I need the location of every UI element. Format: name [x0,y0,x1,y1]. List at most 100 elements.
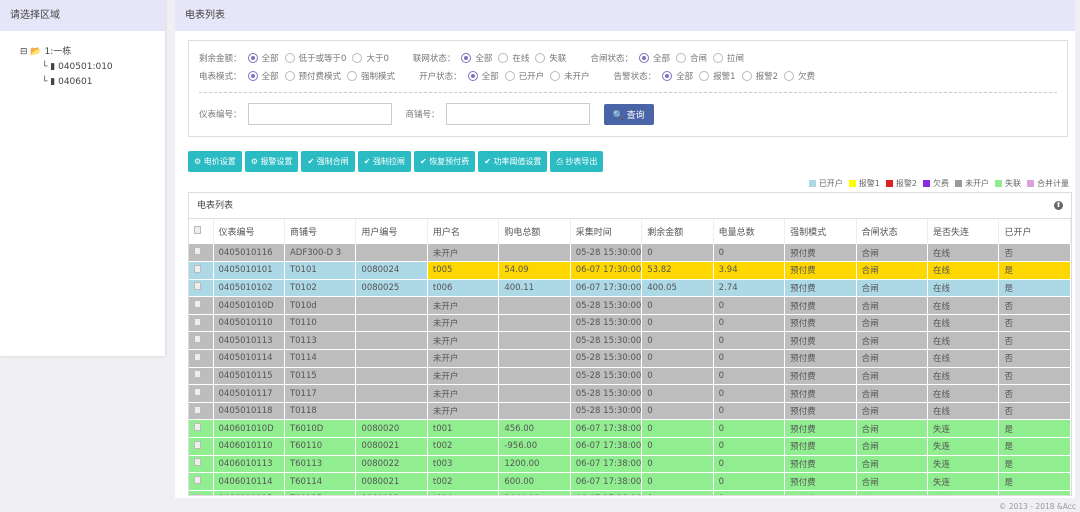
column-header[interactable]: 采集时间 [570,219,643,244]
row-checkbox[interactable] [189,472,214,491]
radio-button[interactable] [675,53,686,63]
radio-label[interactable]: 合闸 [689,54,707,64]
search-button[interactable]: 🔍 查询 [603,103,654,125]
row-checkbox[interactable] [189,296,214,315]
radio-button[interactable] [662,71,673,81]
tree-node[interactable]: └ ▮ 040501:010 [42,62,113,72]
row-checkbox[interactable] [189,402,214,421]
radio-label[interactable]: 全部 [676,72,694,82]
radio-button[interactable] [498,53,509,63]
table-row[interactable]: 0406010114 T60114 0080021 t002 600.00 06-07 1… [189,472,1071,491]
row-checkbox[interactable] [189,244,214,263]
radio-label[interactable]: 已开户 [518,72,545,82]
table-cell: 0406010113 [213,455,285,474]
row-checkbox[interactable] [189,349,214,368]
radio-label[interactable]: 全部 [261,72,279,82]
column-header[interactable]: 用户编号 [355,219,428,244]
radio-label[interactable]: 报警1 [713,72,736,82]
row-checkbox[interactable] [189,490,214,495]
row-checkbox[interactable] [189,331,214,351]
radio-button[interactable] [784,71,794,81]
radio-button[interactable] [352,53,363,63]
toolbar-button[interactable]: ✔ 强制拉闸 [357,151,411,172]
table-row[interactable]: 0405010118 T0118 未开户 05-28 15:30:00 0 0 预付费 合闸在… [189,402,1071,421]
table-row[interactable]: 040601010D T6010D 0080020 t001 456.00 06-07 1… [189,419,1071,439]
table-row[interactable]: 0405010102 T0102 0080025 t006 400.11 06-07 17… [189,279,1071,298]
radio-label[interactable]: 强制模式 [361,72,396,82]
radio-button[interactable] [247,53,258,63]
radio-label[interactable]: 全部 [652,54,670,64]
toolbar-button[interactable]: ✔ 功率阈值设置 [478,151,548,172]
column-header[interactable]: 是否失连 [927,219,1000,244]
toolbar-button[interactable]: ⎙ 抄表导出 [550,151,604,172]
column-header[interactable]: 用户名 [427,219,500,244]
toolbar-button[interactable]: ⚙ 电价设置 [188,151,242,172]
row-checkbox[interactable] [189,261,214,280]
table-cell: 05-28 15:30:00 [570,367,643,386]
radio-button[interactable] [638,53,649,63]
row-checkbox[interactable] [189,314,214,333]
column-header[interactable]: 购电总额 [498,219,571,244]
table-cell [498,367,571,386]
radio-button[interactable] [247,71,258,81]
table-row[interactable]: 0405010115 T0115 未开户 05-28 15:30:00 0 0 预付费 合闸在… [189,367,1071,386]
column-header[interactable]: 电量总数 [713,219,786,244]
meter-number-input[interactable] [247,103,392,125]
table-row[interactable]: 0406010115T601150080023t0042444.0006-07 … [189,490,1071,495]
table-row[interactable]: 0406010110 T60110 0080021 t002 -956.00 06-07 … [189,437,1071,456]
table-row[interactable]: 040501010D T010d 未开户 05-28 15:30:00 0 0 预付费 合闸在… [189,296,1071,315]
column-header[interactable]: 已开户 [998,219,1071,244]
table-cell: 合闸 [856,490,929,495]
tree-node[interactable]: └ ▮ 040601 [42,77,93,87]
toolbar-button[interactable]: ✔ 强制合闸 [301,151,355,172]
table-row[interactable]: 0405010117 T0117 未开户 05-28 15:30:00 0 0 预付费 合闸在… [189,384,1071,403]
row-checkbox[interactable] [189,279,214,298]
radio-button[interactable] [347,71,358,81]
table-row[interactable]: 0405010113 T0113 未开户 05-28 15:30:00 0 0 预付费 合闸在… [189,331,1071,351]
table-row[interactable]: 0405010114 T0114 未开户 05-28 15:30:00 0 0 预付费 合闸在… [189,349,1071,368]
radio-label[interactable]: 全部 [261,54,279,64]
radio-label[interactable]: 大于0 [366,54,389,64]
column-header[interactable]: 商铺号 [284,219,357,244]
row-checkbox[interactable] [189,437,214,456]
toolbar-button[interactable]: ⚙ 报警设置 [244,151,299,172]
radio-button[interactable] [467,71,478,81]
row-checkbox[interactable] [189,384,214,403]
toolbar-button[interactable]: ✔ 恢复预付费 [413,151,476,172]
select-all-checkbox[interactable] [189,219,214,244]
table-row[interactable]: 0405010110 T0110 未开户 05-28 15:30:00 0 0 预付费 合闸在… [189,314,1071,333]
radio-button[interactable] [699,71,710,81]
radio-button[interactable] [284,53,295,63]
radio-label[interactable]: 全部 [475,54,493,64]
radio-label[interactable]: 未开户 [564,72,590,82]
shop-number-input[interactable] [445,103,590,125]
row-checkbox[interactable] [189,455,214,474]
radio-button[interactable] [712,53,723,63]
tree-node-root[interactable]: ⊟ 📂 1:一栋 [20,47,72,57]
radio-label[interactable]: 失联 [549,54,567,64]
radio-label[interactable]: 欠费 [798,72,816,82]
radio-label[interactable]: 拉闸 [726,54,744,64]
table-cell: 否 [998,402,1071,421]
radio-label[interactable]: 在线 [512,54,530,64]
radio-button[interactable] [284,71,295,81]
radio-label[interactable]: 预付费模式 [298,72,342,82]
column-header[interactable]: 强制模式 [784,219,857,244]
radio-button[interactable] [741,71,752,81]
table-row[interactable]: 0405010101 T0101 0080024 t005 54.09 06-07 17:… [189,261,1071,280]
column-header[interactable]: 剩余金额 [641,219,714,244]
radio-button[interactable] [535,53,546,63]
radio-button[interactable] [461,53,472,63]
table-row[interactable]: 0405010116 ADF300-D 3 未开户 05-28 15:30:00 0 0 预… [189,244,1071,263]
row-checkbox[interactable] [189,419,214,439]
table-row[interactable]: 0406010113 T60113 0080022 t003 1200.00 06-07 … [189,455,1071,474]
collapse-icon[interactable]: ⬆ [1054,201,1063,210]
radio-label[interactable]: 低于或等于0 [298,54,347,64]
column-header[interactable]: 仪表编号 [213,219,285,244]
radio-button[interactable] [550,71,561,81]
row-checkbox[interactable] [189,367,214,386]
radio-label[interactable]: 全部 [481,72,499,82]
radio-button[interactable] [504,71,515,81]
radio-label[interactable]: 报警2 [755,72,778,82]
column-header[interactable]: 合闸状态 [856,219,929,244]
